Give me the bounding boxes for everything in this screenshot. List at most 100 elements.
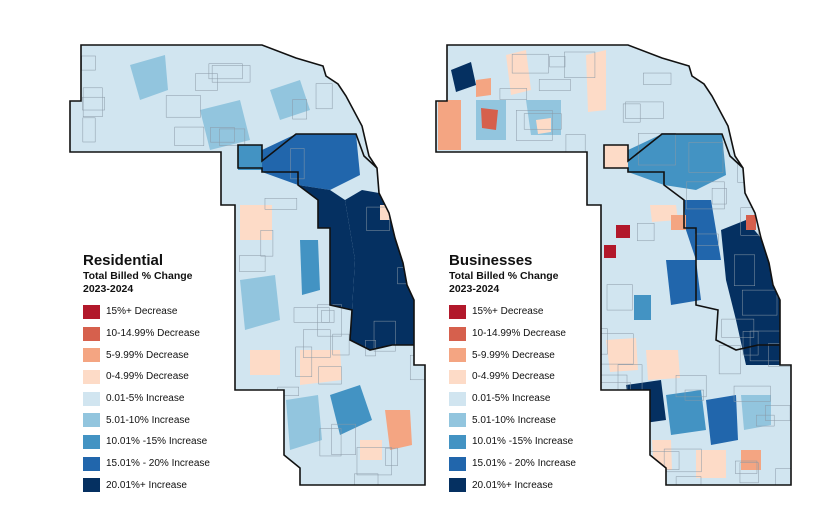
map-region <box>238 145 262 170</box>
residential-legend-period: 2023-2024 <box>83 283 134 295</box>
businesses-legend-item: 15%+ Decrease <box>449 301 609 323</box>
map-region <box>481 108 498 130</box>
municipal-boundary <box>332 333 350 356</box>
municipal-boundary <box>615 437 650 462</box>
map-region <box>706 395 738 445</box>
municipal-boundary <box>373 320 396 352</box>
municipal-boundary <box>499 88 528 100</box>
map-region <box>671 215 686 230</box>
municipal-boundary <box>133 154 165 166</box>
municipal-boundary <box>166 181 183 199</box>
map-region <box>286 395 322 450</box>
municipal-boundary <box>210 127 235 143</box>
municipal-boundary <box>174 207 209 229</box>
map-region <box>746 215 756 230</box>
residential-legend-item: 10-14.99% Decrease <box>83 323 243 345</box>
municipal-boundary <box>95 195 129 221</box>
municipal-boundary <box>82 117 96 143</box>
map-region <box>606 338 638 372</box>
residential-legend-label: 0.01-5% Increase <box>106 393 185 405</box>
businesses-county-outline <box>435 44 792 486</box>
businesses-legend-item: 20.01%+ Increase <box>449 475 609 497</box>
businesses-legend-item: 15.01% - 20% Increase <box>449 453 609 475</box>
municipal-boundary <box>174 126 205 146</box>
map-region <box>262 134 360 190</box>
municipal-boundary <box>366 206 390 231</box>
map-region <box>626 380 666 425</box>
residential-legend-item: 5-9.99% Decrease <box>83 344 243 366</box>
municipal-boundary <box>295 346 313 377</box>
businesses-legend-item: 10.01% -15% Increase <box>449 431 609 453</box>
map-region <box>666 260 701 305</box>
map-region <box>250 350 280 375</box>
map-region <box>571 230 586 245</box>
businesses-legend: Businesses Total Billed % Change 2023-20… <box>449 252 609 496</box>
businesses-legend-items: 15%+ Decrease 10-14.99% Decrease 5-9.99% D… <box>449 301 609 496</box>
map-region <box>586 50 606 112</box>
municipal-boundary <box>721 318 755 338</box>
municipal-boundary <box>243 420 268 438</box>
map-region <box>536 118 551 134</box>
municipal-boundary <box>729 91 746 112</box>
residential-legend-item: 5.01-10% Increase <box>83 409 243 431</box>
municipal-boundary <box>303 329 331 358</box>
municipal-boundary <box>733 385 771 402</box>
map-region <box>298 185 355 310</box>
municipal-boundary <box>684 389 704 401</box>
municipal-boundary <box>638 132 676 166</box>
municipal-boundary <box>731 78 752 94</box>
municipal-boundary <box>711 188 727 205</box>
map-region <box>330 385 372 435</box>
residential-legend-item: 0-4.99% Decrease <box>83 366 243 388</box>
map-region <box>634 295 651 320</box>
municipal-boundary <box>765 197 790 224</box>
municipal-boundary <box>82 87 103 117</box>
businesses-legend-label: 0-4.99% Decrease <box>472 371 555 383</box>
residential-legend-label: 15%+ Decrease <box>106 306 178 318</box>
map-region <box>130 55 168 100</box>
businesses-legend-label: 10.01% -15% Increase <box>472 436 574 448</box>
municipal-boundary <box>371 71 393 85</box>
businesses-legend-title: Businesses <box>449 252 533 269</box>
businesses-legend-label: 15%+ Decrease <box>472 306 544 318</box>
municipal-boundary <box>765 405 791 421</box>
residential-legend-item: 15%+ Decrease <box>83 301 243 323</box>
businesses-legend-item: 0-4.99% Decrease <box>449 366 609 388</box>
municipal-boundary <box>686 181 725 210</box>
map-region <box>628 134 726 190</box>
municipal-boundary <box>409 182 425 201</box>
businesses-legend-label: 0.01-5% Increase <box>472 393 551 405</box>
residential-legend-label: 10-14.99% Decrease <box>106 328 200 340</box>
businesses-legend-swatch <box>449 434 466 449</box>
municipal-boundary <box>354 473 379 485</box>
residential-legend-swatch <box>83 413 100 428</box>
municipal-boundary <box>331 423 356 455</box>
businesses-legend-item: 5.01-10% Increase <box>449 409 609 431</box>
municipal-boundary <box>785 74 791 95</box>
municipal-boundary <box>663 448 702 473</box>
municipal-boundary <box>606 284 633 311</box>
municipal-boundary <box>370 141 408 153</box>
residential-legend-swatch <box>83 304 100 319</box>
residential-legend-swatch <box>83 478 100 493</box>
municipal-boundary <box>391 108 413 129</box>
municipal-boundary <box>239 255 266 272</box>
municipal-boundary <box>675 476 702 485</box>
municipal-boundary <box>260 445 278 462</box>
map-region <box>646 350 680 380</box>
municipal-boundary <box>739 462 759 484</box>
municipal-boundary <box>511 53 549 74</box>
residential-legend-swatch <box>83 391 100 406</box>
municipal-boundary <box>292 99 308 120</box>
businesses-legend-label: 5.01-10% Increase <box>472 414 556 426</box>
municipal-boundary <box>293 307 330 323</box>
residential-legend-item: 20.01%+ Increase <box>83 475 243 497</box>
municipal-boundary <box>147 182 159 211</box>
residential-county-outline <box>69 44 426 486</box>
businesses-legend-swatch <box>449 456 466 471</box>
residential-legend-item: 10.01% -15% Increase <box>83 431 243 453</box>
map-region <box>684 200 721 260</box>
municipal-boundary <box>195 73 218 91</box>
businesses-legend-item: 10-14.99% Decrease <box>449 323 609 345</box>
businesses-legend-label: 10-14.99% Decrease <box>472 328 566 340</box>
